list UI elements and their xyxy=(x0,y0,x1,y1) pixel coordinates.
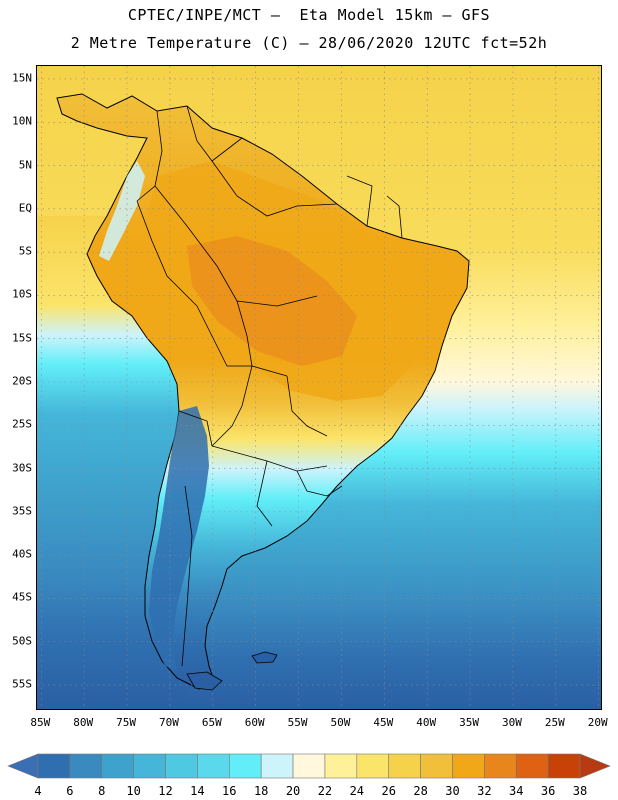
temperature-map xyxy=(37,66,601,709)
lat-tick-label: 55S xyxy=(12,677,32,691)
andes-north-band xyxy=(99,161,145,261)
hot-interior xyxy=(187,236,357,366)
colorbar-swatch xyxy=(324,753,358,779)
lat-tick-label: 15S xyxy=(12,331,32,345)
lat-tick-label: EQ xyxy=(18,201,32,215)
colorbar-label: 24 xyxy=(349,784,365,798)
colorbar-label: 22 xyxy=(317,784,333,798)
colorbar-swatch xyxy=(292,753,326,779)
colorbar-label: 6 xyxy=(66,784,74,798)
colorbar-label: 30 xyxy=(445,784,460,798)
colorbar-swatch xyxy=(101,753,134,779)
lat-tick-label: 25S xyxy=(12,417,32,431)
colorbar-min-triangle xyxy=(7,753,39,779)
lat-tick-label: 15N xyxy=(12,71,32,85)
map-panel[interactable] xyxy=(36,65,602,710)
lat-tick-label: 10N xyxy=(12,114,32,128)
colorbar-label: 32 xyxy=(477,784,492,798)
title-model: CPTEC/INPE/MCT – Eta Model 15km – GFS xyxy=(127,6,491,24)
graticule xyxy=(37,66,601,709)
colorbar-swatch xyxy=(484,753,517,779)
colorbar-label: 26 xyxy=(381,784,396,798)
colorbar-max-triangle xyxy=(579,753,611,779)
lat-tick-label: 20S xyxy=(12,374,32,388)
lon-tick-label: 80W xyxy=(73,716,94,729)
lon-tick-label: 30W xyxy=(502,716,522,729)
colorbar-label: 12 xyxy=(158,784,173,798)
lon-tick-label: 20W xyxy=(587,716,608,729)
colorbar-label: 36 xyxy=(540,784,556,798)
lat-tick-label: 45S xyxy=(12,590,32,604)
lat-tick-label: 5S xyxy=(18,244,32,258)
lat-tick-label: 40S xyxy=(12,547,32,561)
colorbar-swatch xyxy=(228,753,262,779)
colorbar-swatch xyxy=(515,753,549,779)
falkland-islands xyxy=(251,651,278,664)
title-variable: 2 Metre Temperature (C) – 28/06/2020 12U… xyxy=(70,34,548,52)
colorbar-label: 28 xyxy=(413,784,428,798)
colorbar-label: 10 xyxy=(126,784,141,798)
andes-cold-band xyxy=(149,406,209,671)
colorbar xyxy=(7,753,611,779)
colorbar-swatch xyxy=(260,753,294,779)
lat-tick-label: 10S xyxy=(12,287,32,301)
colorbar-swatch xyxy=(420,753,453,779)
colorbar-label: 20 xyxy=(285,784,301,798)
lon-tick-label: 65W xyxy=(201,716,222,729)
colorbar-swatch xyxy=(388,753,421,779)
colorbar-swatch xyxy=(547,753,581,779)
country-borders xyxy=(136,105,403,667)
colorbar-swatch xyxy=(452,753,485,779)
lon-tick-label: 50W xyxy=(330,716,351,729)
colorbar-swatch xyxy=(356,753,390,779)
colorbar-swatch xyxy=(197,753,230,779)
lat-tick-label: 30S xyxy=(12,461,32,475)
lon-tick-label: 75W xyxy=(116,716,136,729)
colorbar-label: 34 xyxy=(509,784,524,798)
colorbar-swatch xyxy=(37,753,71,779)
lon-tick-label: 55W xyxy=(287,716,308,729)
colorbar-label: 8 xyxy=(98,784,106,798)
lon-tick-label: 45W xyxy=(373,716,394,729)
colorbar-label: 14 xyxy=(190,784,205,798)
colorbar-label: 4 xyxy=(34,784,42,798)
lon-tick-label: 70W xyxy=(158,716,179,729)
lat-tick-label: 35S xyxy=(12,504,32,518)
colorbar-swatch xyxy=(69,753,103,779)
tierra-del-fuego xyxy=(186,671,223,691)
colorbar-label: 16 xyxy=(222,784,237,798)
lon-tick-label: 35W xyxy=(459,716,479,729)
lon-tick-label: 60W xyxy=(244,716,265,729)
lon-tick-label: 25W xyxy=(544,716,565,729)
lon-tick-label: 40W xyxy=(416,716,437,729)
colorbar-swatch xyxy=(133,753,166,779)
colorbar-label: 18 xyxy=(253,784,269,798)
lon-tick-label: 85W xyxy=(30,716,51,729)
colorbar-swatch xyxy=(165,753,198,779)
lat-tick-label: 50S xyxy=(12,634,32,648)
colorbar-label: 38 xyxy=(572,784,588,798)
lat-tick-label: 5N xyxy=(18,158,32,172)
